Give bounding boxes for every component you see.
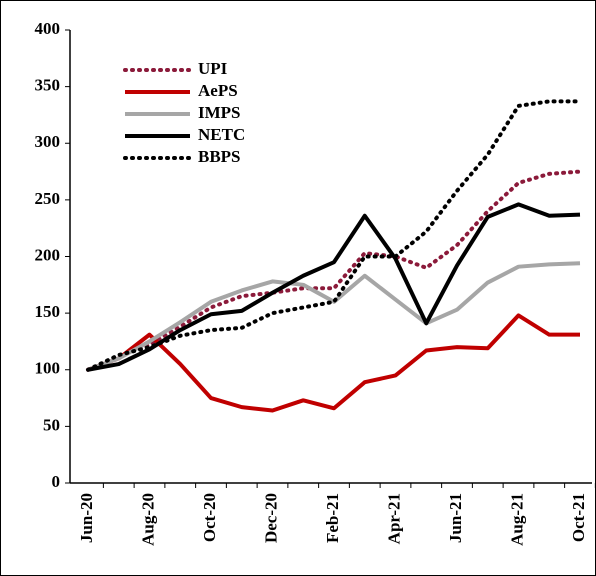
x-tick-label: Apr-21 [384, 493, 403, 544]
series-line [87, 261, 581, 372]
x-tick-label: Oct-21 [569, 493, 588, 542]
legend-label: UPI [198, 59, 228, 78]
x-tick-label: Dec-20 [261, 493, 280, 543]
y-tick-label: 400 [35, 19, 61, 38]
y-tick-label: 50 [43, 415, 60, 434]
legend-label: BBPS [198, 147, 241, 166]
legend-label: AePS [198, 81, 238, 100]
series-line [87, 202, 581, 372]
x-tick-label: Jun-21 [446, 493, 465, 543]
x-tick-label: Aug-21 [507, 493, 526, 546]
y-tick-label: 250 [35, 189, 61, 208]
series-line [86, 169, 582, 372]
y-tick-label: 100 [35, 359, 61, 378]
x-tick-label: Feb-21 [323, 493, 342, 543]
series-line [86, 99, 582, 372]
series-line [87, 313, 580, 413]
x-tick-label: Aug-20 [138, 493, 157, 546]
y-tick-label: 300 [35, 132, 61, 151]
x-tick-label: Jun-20 [77, 493, 96, 543]
y-tick-label: 200 [35, 245, 61, 264]
y-tick-label: 150 [35, 302, 61, 321]
legend-label: NETC [198, 125, 245, 144]
y-tick-label: 0 [52, 472, 61, 491]
y-tick-label: 350 [35, 76, 61, 95]
legend-label: IMPS [198, 103, 241, 122]
x-tick-label: Oct-20 [200, 493, 219, 542]
